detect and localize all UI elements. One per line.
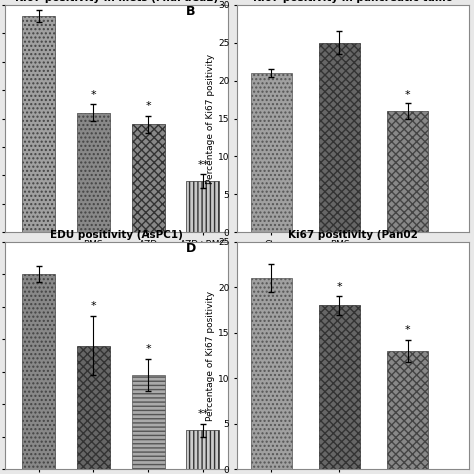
Text: B: B: [186, 5, 195, 18]
Bar: [251, 73, 292, 232]
Bar: [132, 124, 164, 232]
Bar: [387, 111, 428, 232]
Text: *: *: [91, 301, 96, 311]
Text: *: *: [146, 101, 151, 111]
Bar: [77, 346, 110, 469]
Text: *: *: [405, 90, 410, 100]
Bar: [251, 278, 292, 469]
Text: D: D: [186, 242, 196, 255]
Y-axis label: Percentage of Ki67 positivity: Percentage of Ki67 positivity: [206, 291, 215, 420]
Text: **: **: [197, 160, 209, 170]
Bar: [77, 113, 110, 232]
Text: *: *: [337, 282, 342, 292]
Bar: [186, 430, 219, 469]
Text: **: **: [197, 409, 209, 419]
Y-axis label: Percentage of Ki67 positivity: Percentage of Ki67 positivity: [206, 54, 215, 183]
Text: *: *: [405, 326, 410, 336]
Bar: [22, 274, 55, 469]
Bar: [319, 43, 360, 232]
Bar: [22, 16, 55, 232]
Title: Ki67 positivity (Pan02: Ki67 positivity (Pan02: [288, 229, 418, 239]
Title: Ki67 positivity in mets (MiaPaCa2): Ki67 positivity in mets (MiaPaCa2): [15, 0, 218, 2]
Title: EDU positivity (AsPC1): EDU positivity (AsPC1): [50, 229, 182, 239]
Bar: [319, 305, 360, 469]
Title: Ki67 positivity in pancreatic tumo: Ki67 positivity in pancreatic tumo: [253, 0, 453, 2]
Text: *: *: [91, 90, 96, 100]
Bar: [132, 375, 164, 469]
Bar: [387, 351, 428, 469]
Text: *: *: [146, 344, 151, 354]
Bar: [186, 181, 219, 232]
